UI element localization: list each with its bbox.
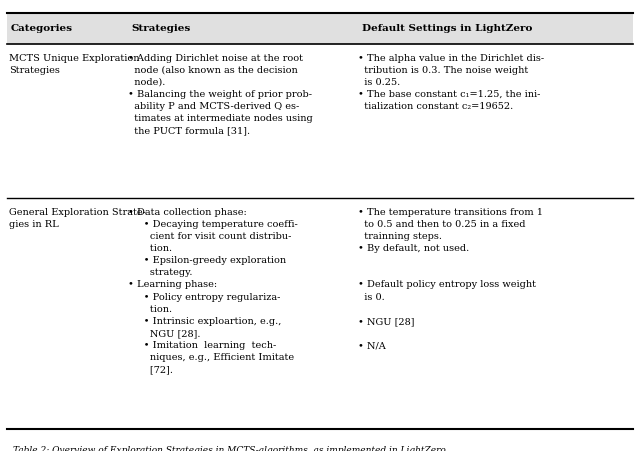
Text: • Data collection phase:
     • Decaying temperature coeffi-
       cient for vi: • Data collection phase: • Decaying temp… [129, 207, 298, 374]
Text: MCTS Unique Exploration
Strategies: MCTS Unique Exploration Strategies [9, 54, 140, 75]
Text: Strategies: Strategies [132, 24, 191, 33]
Text: Default Settings in LightZero: Default Settings in LightZero [362, 24, 532, 33]
Bar [7, 13, 633, 44]
Text: Table 2: Overview of Exploration Strategies in MCTS-algorithms, as implemented i: Table 2: Overview of Exploration Strateg… [13, 446, 449, 451]
Text: • The temperature transitions from 1
  to 0.5 and then to 0.25 in a fixed
  trai: • The temperature transitions from 1 to … [358, 207, 543, 350]
Text: General Exploration Strate-
gies in RL: General Exploration Strate- gies in RL [9, 207, 146, 229]
Text: • Adding Dirichlet noise at the root
  node (also known as the decision
  node).: • Adding Dirichlet noise at the root nod… [129, 54, 313, 135]
Text: Categories: Categories [10, 24, 72, 33]
Text: • The alpha value in the Dirichlet dis-
  tribution is 0.3. The noise weight
  i: • The alpha value in the Dirichlet dis- … [358, 54, 545, 111]
